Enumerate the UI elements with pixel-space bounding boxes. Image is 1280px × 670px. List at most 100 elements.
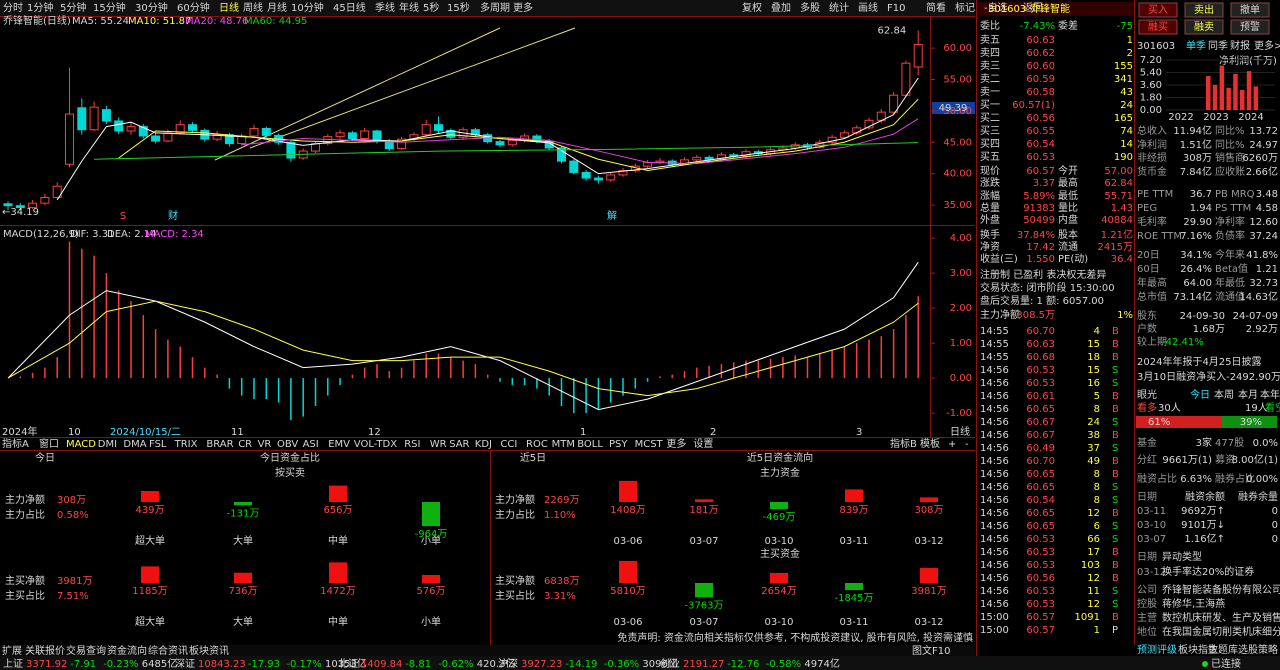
side-tab[interactable]: 更多> [1254, 39, 1280, 52]
side-tab[interactable]: 财报 [1230, 39, 1250, 52]
y-tick-label: 3.00 [950, 268, 972, 279]
quote-cell: 60.57 [1026, 166, 1055, 177]
indicator-tab[interactable]: ROC [526, 439, 548, 450]
indicator-tab[interactable]: RSI [404, 439, 420, 450]
tick-cell: 60.53 [1026, 534, 1055, 545]
period-tab[interactable]: 多周期 [480, 1, 510, 14]
indicator-tab[interactable]: 指标B [890, 437, 917, 450]
period-tab[interactable]: 1分钟 [27, 1, 53, 14]
side-tab[interactable]: 301603 [1137, 41, 1175, 52]
candle-body [114, 120, 124, 132]
side-tab[interactable]: 同季 [1208, 40, 1228, 52]
toolbar-action[interactable]: 复权 [742, 1, 762, 14]
period-tab[interactable]: 分时 [3, 2, 23, 14]
quote-cell: 50499 [1023, 215, 1055, 226]
trade-button[interactable]: 预警 [1240, 20, 1260, 33]
indicator-tab[interactable]: OBV [277, 439, 298, 450]
period-tab[interactable]: 年线 [399, 1, 419, 14]
period-tab[interactable]: 15秒 [447, 1, 470, 14]
indicator-tab[interactable]: SAR [449, 439, 469, 450]
indicator-tab[interactable]: VOL-TDX [354, 439, 397, 450]
toolbar-action[interactable]: 标记 [955, 2, 975, 14]
tick-cell: 8 [1094, 469, 1100, 480]
trade-button-box [1230, 19, 1270, 35]
flow-category: 03-12 [914, 617, 943, 628]
y-tick-label: 0.00 [950, 373, 972, 384]
indicator-tab[interactable]: DMA [123, 439, 146, 450]
indicator-tab[interactable]: - [965, 439, 969, 450]
bottom-tab[interactable]: 综合资讯 [148, 644, 188, 657]
indicator-tab[interactable]: BOLL [577, 439, 603, 450]
quote-cell: 交易状态: 闭市阶段 15:30:00 [980, 281, 1115, 294]
trade-button[interactable]: 融卖 [1194, 21, 1214, 33]
indicator-tab[interactable]: MTM [552, 439, 575, 450]
index-cell: -0.62% [438, 659, 473, 670]
candle-body [261, 127, 271, 136]
toolbar-action[interactable]: 返回 [1023, 2, 1043, 14]
indicator-tab[interactable]: DMI [98, 439, 117, 450]
indicator-tab[interactable]: BRAR [206, 439, 233, 450]
toolbar-action[interactable]: 统计 [829, 1, 849, 14]
period-tab[interactable]: 季线 [375, 1, 395, 14]
period-tab[interactable]: 15分钟 [93, 1, 126, 14]
indicator-tab[interactable]: KDJ [475, 439, 492, 450]
side-footer-tab[interactable]: 预测评级 [1137, 643, 1177, 656]
quote-cell: 盘后交易量: 1 额: 6057.00 [980, 294, 1104, 307]
indicator-tab[interactable]: 模板 [920, 437, 940, 450]
period-tab[interactable]: 5分钟 [60, 1, 86, 14]
indicator-tab[interactable]: MCST [635, 439, 664, 450]
bottom-tab[interactable]: 扩展 [2, 644, 22, 657]
indicator-tab[interactable]: CR [238, 439, 252, 450]
indicator-tab[interactable]: 设置 [693, 438, 713, 450]
period-tab[interactable]: 30分钟 [135, 1, 168, 14]
toolbar-action[interactable]: 多股 [800, 1, 820, 14]
bottom-tab[interactable]: 资金流向 [107, 644, 147, 657]
period-tab[interactable]: 10分钟 [291, 1, 324, 14]
toolbar-action[interactable]: 简看 [926, 1, 946, 14]
period-tab[interactable]: 5秒 [423, 1, 439, 14]
side-cell: 总市值 [1137, 290, 1167, 303]
bottom-tab[interactable]: 交易查询 [66, 644, 106, 657]
indicator-tab[interactable]: TRIX [174, 439, 198, 450]
indicator-tab[interactable]: PSY [609, 439, 628, 450]
bottom-tab[interactable]: 关联报价 [25, 644, 65, 657]
trade-button[interactable]: 买入 [1148, 4, 1168, 16]
quote-cell: 外盘 [980, 213, 1000, 226]
indicator-tab[interactable]: EMV [328, 439, 350, 450]
tick-cell: 14:56 [980, 534, 1009, 545]
bottom-tab[interactable]: 板块资讯 [189, 644, 229, 657]
indicator-tab[interactable]: 指标A [2, 437, 29, 450]
sentiment-bar [1136, 416, 1223, 428]
toolbar-action[interactable]: 叠加 [771, 2, 791, 14]
side-footer-tab[interactable]: 选股策略 [1238, 643, 1278, 656]
sentiment-count: 30人 [1158, 402, 1181, 414]
indicator-tab[interactable]: VR [258, 439, 272, 450]
indicator-tab[interactable]: 更多 [666, 437, 686, 450]
period-tab[interactable]: 月线 [267, 1, 287, 14]
trade-button[interactable]: 撤单 [1240, 3, 1260, 16]
quote-cell: 37.84% [1017, 230, 1055, 241]
flow-bar [695, 583, 713, 598]
indicator-tab[interactable]: FSL [149, 439, 167, 450]
candle-body [65, 113, 74, 165]
period-tab[interactable]: 周线 [243, 1, 263, 14]
trade-button[interactable]: 融买 [1148, 21, 1168, 33]
side-tab[interactable]: 单季 [1186, 40, 1206, 52]
side-footer-tab[interactable]: 板块指数 [1178, 643, 1218, 656]
indicator-tab[interactable]: + [948, 439, 956, 450]
indicator-tab[interactable]: WR [430, 439, 447, 450]
period-tab[interactable]: 更多 [513, 1, 533, 14]
period-tab[interactable]: 45日线 [333, 1, 366, 14]
indicator-tab[interactable]: MACD [66, 439, 96, 450]
indicator-tab[interactable]: CCI [500, 439, 517, 450]
indicator-tab[interactable]: ASI [303, 439, 319, 450]
period-tab[interactable]: 60分钟 [177, 1, 210, 14]
toolbar-action[interactable]: F10 [887, 3, 905, 14]
quote-cell: 净资 [980, 240, 1000, 253]
indicator-tab[interactable]: 窗口 [39, 437, 59, 450]
toolbar-action[interactable]: -自选 [984, 1, 1008, 14]
toolbar-action[interactable]: 画线 [858, 1, 878, 14]
trade-button[interactable]: 卖出 [1194, 3, 1214, 16]
side-footer-tab[interactable]: 主题库 [1208, 643, 1238, 656]
period-tab[interactable]: 日线 [219, 1, 239, 14]
